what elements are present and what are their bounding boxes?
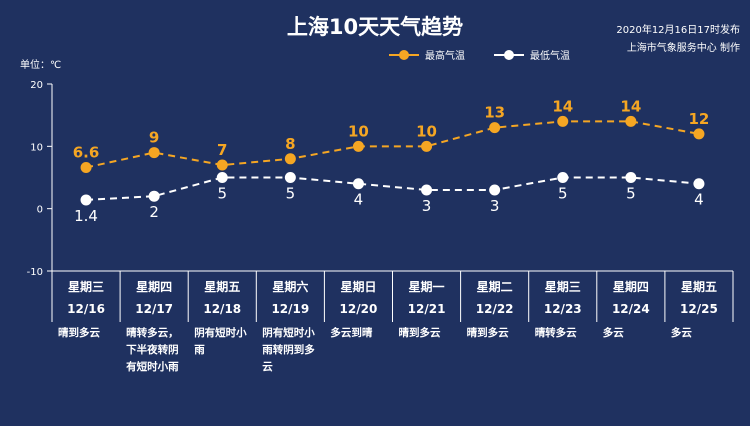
high-temp-label: 7 bbox=[217, 141, 227, 159]
publish-time: 2020年12月16日17时发布 bbox=[616, 23, 740, 36]
low-temp-point bbox=[625, 172, 637, 183]
legend: 最高气温 最低气温 bbox=[389, 49, 570, 62]
weekday-label: 星期三 bbox=[68, 279, 104, 294]
weather-desc: 晴转多云， bbox=[126, 326, 179, 339]
y-tick-label: 0 bbox=[37, 205, 43, 216]
high-temp-point bbox=[352, 140, 364, 152]
low-temp-label: 5 bbox=[286, 185, 296, 203]
low-temp-point bbox=[284, 172, 296, 183]
weather-desc: 多云到晴 bbox=[330, 326, 372, 339]
weekday-label: 星期日 bbox=[340, 279, 376, 294]
low-temp-point bbox=[489, 184, 501, 196]
low-temp-label: 4 bbox=[354, 191, 364, 209]
high-temp-label: 8 bbox=[285, 135, 295, 153]
weekday-label: 星期四 bbox=[613, 279, 649, 294]
low-temp-label: 4 bbox=[694, 191, 704, 209]
high-temp-label: 10 bbox=[416, 122, 437, 140]
low-temp-point bbox=[557, 172, 569, 183]
date-label: 12/22 bbox=[476, 302, 514, 316]
low-temp-point bbox=[216, 172, 228, 183]
weather-desc: 晴到多云 bbox=[399, 326, 441, 339]
legend-high-label: 最高气温 bbox=[425, 49, 465, 62]
low-temp-label: 5 bbox=[217, 185, 227, 203]
weekday-label: 星期四 bbox=[136, 279, 172, 294]
weather-desc: 雨 bbox=[194, 344, 205, 356]
high-temp-point bbox=[625, 115, 637, 127]
weather-desc: 阴有短时小 bbox=[262, 326, 315, 339]
weekday-label: 星期三 bbox=[545, 279, 581, 294]
high-temp-label: 9 bbox=[149, 129, 159, 147]
weather-desc: 有短时小雨 bbox=[126, 360, 179, 373]
date-label: 12/21 bbox=[408, 302, 446, 316]
weather-desc: 阴有短时小 bbox=[194, 326, 247, 339]
weekday-label: 星期六 bbox=[272, 279, 308, 294]
high-temp-point bbox=[216, 159, 228, 171]
low-temp-point bbox=[693, 178, 705, 190]
weather-desc: 晴到多云 bbox=[58, 326, 100, 339]
low-temp-point bbox=[80, 194, 92, 206]
high-temp-label: 14 bbox=[620, 97, 641, 115]
legend-low-marker bbox=[504, 50, 514, 60]
date-label: 12/20 bbox=[340, 302, 378, 316]
weekday-label: 星期一 bbox=[409, 279, 445, 294]
low-temp-point bbox=[352, 178, 364, 190]
legend-low-label: 最低气温 bbox=[530, 49, 570, 62]
date-label: 12/16 bbox=[67, 302, 105, 316]
weather-desc: 多云 bbox=[603, 326, 624, 339]
weather-desc: 多云 bbox=[671, 326, 692, 339]
unit-label: 单位：℃ bbox=[20, 58, 61, 71]
high-temp-point bbox=[148, 147, 160, 159]
weather-desc: 云 bbox=[262, 361, 273, 373]
date-label: 12/17 bbox=[135, 302, 173, 316]
high-temp-point bbox=[489, 122, 501, 134]
high-temp-point bbox=[557, 115, 569, 127]
high-temp-label: 12 bbox=[689, 110, 710, 128]
high-temp-point bbox=[693, 128, 705, 140]
date-label: 12/25 bbox=[680, 302, 718, 316]
high-temp-point bbox=[284, 153, 296, 165]
low-temp-line bbox=[85, 176, 700, 201]
low-temp-label: 3 bbox=[490, 197, 500, 215]
high-temp-line bbox=[85, 120, 700, 169]
low-temp-label: 5 bbox=[558, 185, 568, 203]
weather-desc: 下半夜转阴 bbox=[126, 343, 179, 356]
y-axis: 20 10 0 -10 bbox=[27, 80, 53, 278]
date-label: 12/18 bbox=[203, 302, 241, 316]
date-label: 12/19 bbox=[271, 302, 309, 316]
high-temp-point bbox=[80, 162, 92, 174]
high-temp-label: 14 bbox=[552, 97, 573, 115]
chart-title: 上海10天天气趋势 bbox=[287, 15, 463, 39]
weekday-label: 星期五 bbox=[204, 279, 240, 294]
low-temp-label: 2 bbox=[149, 203, 159, 221]
low-temp-label: 1.4 bbox=[74, 207, 98, 225]
series-layer: 6.6 9 7 8 10 10 13 14 14 12 1.4 2 5 5 4 3 3 5 5 4 bbox=[73, 97, 710, 225]
weekday-label: 星期五 bbox=[681, 279, 717, 294]
low-temp-label: 3 bbox=[422, 197, 432, 215]
weather-desc: 晴到多云 bbox=[467, 326, 509, 339]
high-temp-label: 6.6 bbox=[73, 144, 100, 162]
high-temp-label: 10 bbox=[348, 122, 369, 140]
high-temp-point bbox=[421, 140, 433, 152]
high-temp-label: 13 bbox=[484, 104, 505, 122]
y-tick-label: 20 bbox=[30, 80, 43, 91]
date-label: 12/23 bbox=[544, 302, 582, 316]
weather-desc: 晴转多云 bbox=[535, 326, 577, 339]
low-temp-label: 5 bbox=[626, 185, 636, 203]
weather-desc: 雨转阴到多 bbox=[262, 343, 315, 356]
y-tick-label: 10 bbox=[30, 142, 43, 153]
producer-credit: 上海市气象服务中心 制作 bbox=[627, 41, 740, 54]
weekday-label: 星期二 bbox=[477, 279, 513, 294]
low-temp-point bbox=[421, 184, 433, 196]
y-tick-label: -10 bbox=[27, 267, 43, 278]
legend-high-marker bbox=[399, 50, 409, 60]
date-label: 12/24 bbox=[612, 302, 650, 316]
low-temp-point bbox=[148, 190, 160, 202]
